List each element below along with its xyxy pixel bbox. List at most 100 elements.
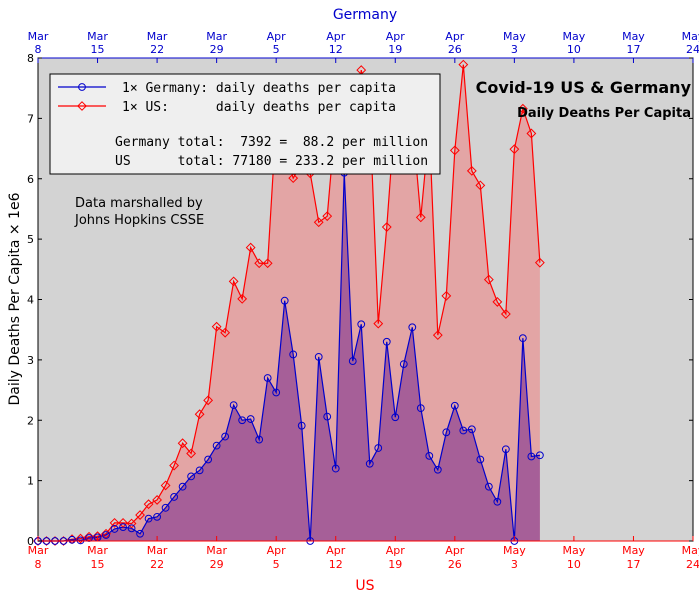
- us-point: [211, 321, 222, 332]
- germany-point: [331, 464, 340, 473]
- x-tick-label-top-month: May: [622, 30, 645, 43]
- germany-point: [280, 296, 289, 305]
- x-tick-label-top-month: Apr: [386, 30, 406, 43]
- x-tick-label-bottom-day: 17: [626, 558, 640, 571]
- germany-point: [195, 466, 204, 475]
- germany-point: [119, 523, 127, 532]
- x-tick-label-bottom-day: 12: [329, 558, 343, 571]
- x-tick-label-bottom-month: Mar: [147, 544, 168, 557]
- legend-marker: [78, 83, 86, 91]
- x-tick-label-top-month: Mar: [28, 30, 49, 43]
- x-tick-label-bottom-day: 8: [35, 558, 42, 571]
- germany-point: [127, 524, 136, 533]
- us-point: [466, 165, 477, 176]
- x-tick-label-top-month: Apr: [445, 30, 465, 43]
- us-point: [449, 145, 460, 156]
- us-point: [322, 211, 333, 222]
- germany-point: [484, 482, 493, 491]
- x-tick-label-top-month: Mar: [206, 30, 227, 43]
- x-tick-label-top-day: 15: [91, 43, 105, 56]
- y-tick-label: 2: [27, 414, 34, 427]
- legend-total-line: Germany total: 7392 = 88.2 per million: [115, 135, 428, 150]
- y-tick-label: 5: [27, 233, 34, 246]
- us-point: [160, 480, 171, 491]
- us-point: [169, 460, 180, 471]
- x-tick-label-bottom-day: 29: [210, 558, 224, 571]
- us-point: [534, 257, 545, 268]
- us-point: [237, 293, 248, 304]
- us-point: [220, 327, 231, 338]
- germany-point: [161, 503, 170, 512]
- y-tick-label: 8: [27, 52, 34, 65]
- x-tick-label-bottom-day: 5: [273, 558, 280, 571]
- chart-title: Covid-19 US & Germany: [476, 78, 692, 97]
- germany-point: [204, 455, 213, 464]
- germany-point: [178, 482, 187, 491]
- germany-point: [535, 451, 544, 460]
- x-tick-label-bottom-month: May: [503, 544, 526, 557]
- us-point: [75, 533, 86, 544]
- us-point: [500, 309, 511, 319]
- germany-point: [144, 514, 153, 523]
- germany-point: [527, 452, 536, 461]
- us-point: [228, 276, 239, 287]
- x-tick-label-top-month: May: [682, 30, 699, 43]
- x-tick-label-top-month: Apr: [267, 30, 287, 43]
- x-tick-label-top-month: May: [503, 30, 526, 43]
- y-axis-title: Daily Deaths Per Capita × 1e6: [7, 192, 23, 405]
- germany-point: [425, 451, 434, 460]
- us-point: [373, 318, 384, 329]
- us-point: [126, 518, 137, 529]
- x-tick-label-bottom-day: 26: [448, 558, 462, 571]
- x-tick-label-bottom-month: Apr: [445, 544, 465, 557]
- germany-point: [433, 465, 442, 474]
- us-point: [432, 330, 443, 341]
- germany-point: [467, 425, 476, 434]
- legend: 1× Germany: daily deaths per capita 1× US…: [49, 73, 441, 175]
- x-tick-label-top-day: 24: [686, 43, 699, 56]
- germany-point: [493, 497, 502, 506]
- us-point: [186, 448, 197, 459]
- x-tick-label-bottom-month: Mar: [206, 544, 227, 557]
- chart-subtitle: Daily Deaths Per Capita: [517, 106, 691, 121]
- x-tick-label-bottom-month: May: [622, 544, 645, 557]
- x-tick-label-bottom-month: Mar: [28, 544, 49, 557]
- us-point: [475, 180, 486, 191]
- germany-point: [246, 415, 255, 423]
- x-tick-label-top-day: 12: [329, 43, 343, 56]
- x-tick-label-top-day: 8: [35, 43, 42, 56]
- x-tick-label-bottom-month: Apr: [386, 544, 406, 557]
- x-tick-label-bottom-day: 24: [686, 558, 699, 571]
- germany-point: [68, 535, 76, 544]
- x-tick-label-bottom-month: Mar: [87, 544, 108, 557]
- germany-point: [442, 428, 451, 437]
- x-tick-label-bottom-day: 15: [91, 558, 105, 571]
- x-tick-label-bottom-month: May: [682, 544, 699, 557]
- us-point: [203, 395, 214, 406]
- germany-point: [501, 445, 510, 454]
- germany-point: [255, 435, 264, 444]
- us-point: [415, 212, 426, 223]
- germany-point: [357, 320, 366, 329]
- x-tick-label-bottom-month: Apr: [326, 544, 346, 557]
- germany-point: [136, 529, 144, 538]
- germany-point: [229, 401, 238, 410]
- x-tick-label-bottom-day: 22: [150, 558, 164, 571]
- axes: 012345678Mar8Mar8Mar15Mar15Mar22Mar22Mar…: [27, 30, 699, 571]
- x-tick-label-top-day: 22: [150, 43, 164, 56]
- us-point: [135, 510, 145, 520]
- y-tick-label: 3: [27, 354, 34, 367]
- us-point: [109, 517, 120, 528]
- germany-point: [459, 426, 468, 435]
- x-tick-label-top-day: 29: [210, 43, 224, 56]
- germany-area-fill: [38, 172, 540, 541]
- us-point: [262, 258, 273, 269]
- us-point: [118, 517, 128, 528]
- credit-line-1: Data marshalled by: [75, 196, 203, 211]
- us-point: [152, 495, 162, 505]
- germany-point: [374, 444, 383, 452]
- us-point: [313, 217, 324, 228]
- germany-point: [365, 459, 374, 468]
- legend-marker: [77, 101, 87, 111]
